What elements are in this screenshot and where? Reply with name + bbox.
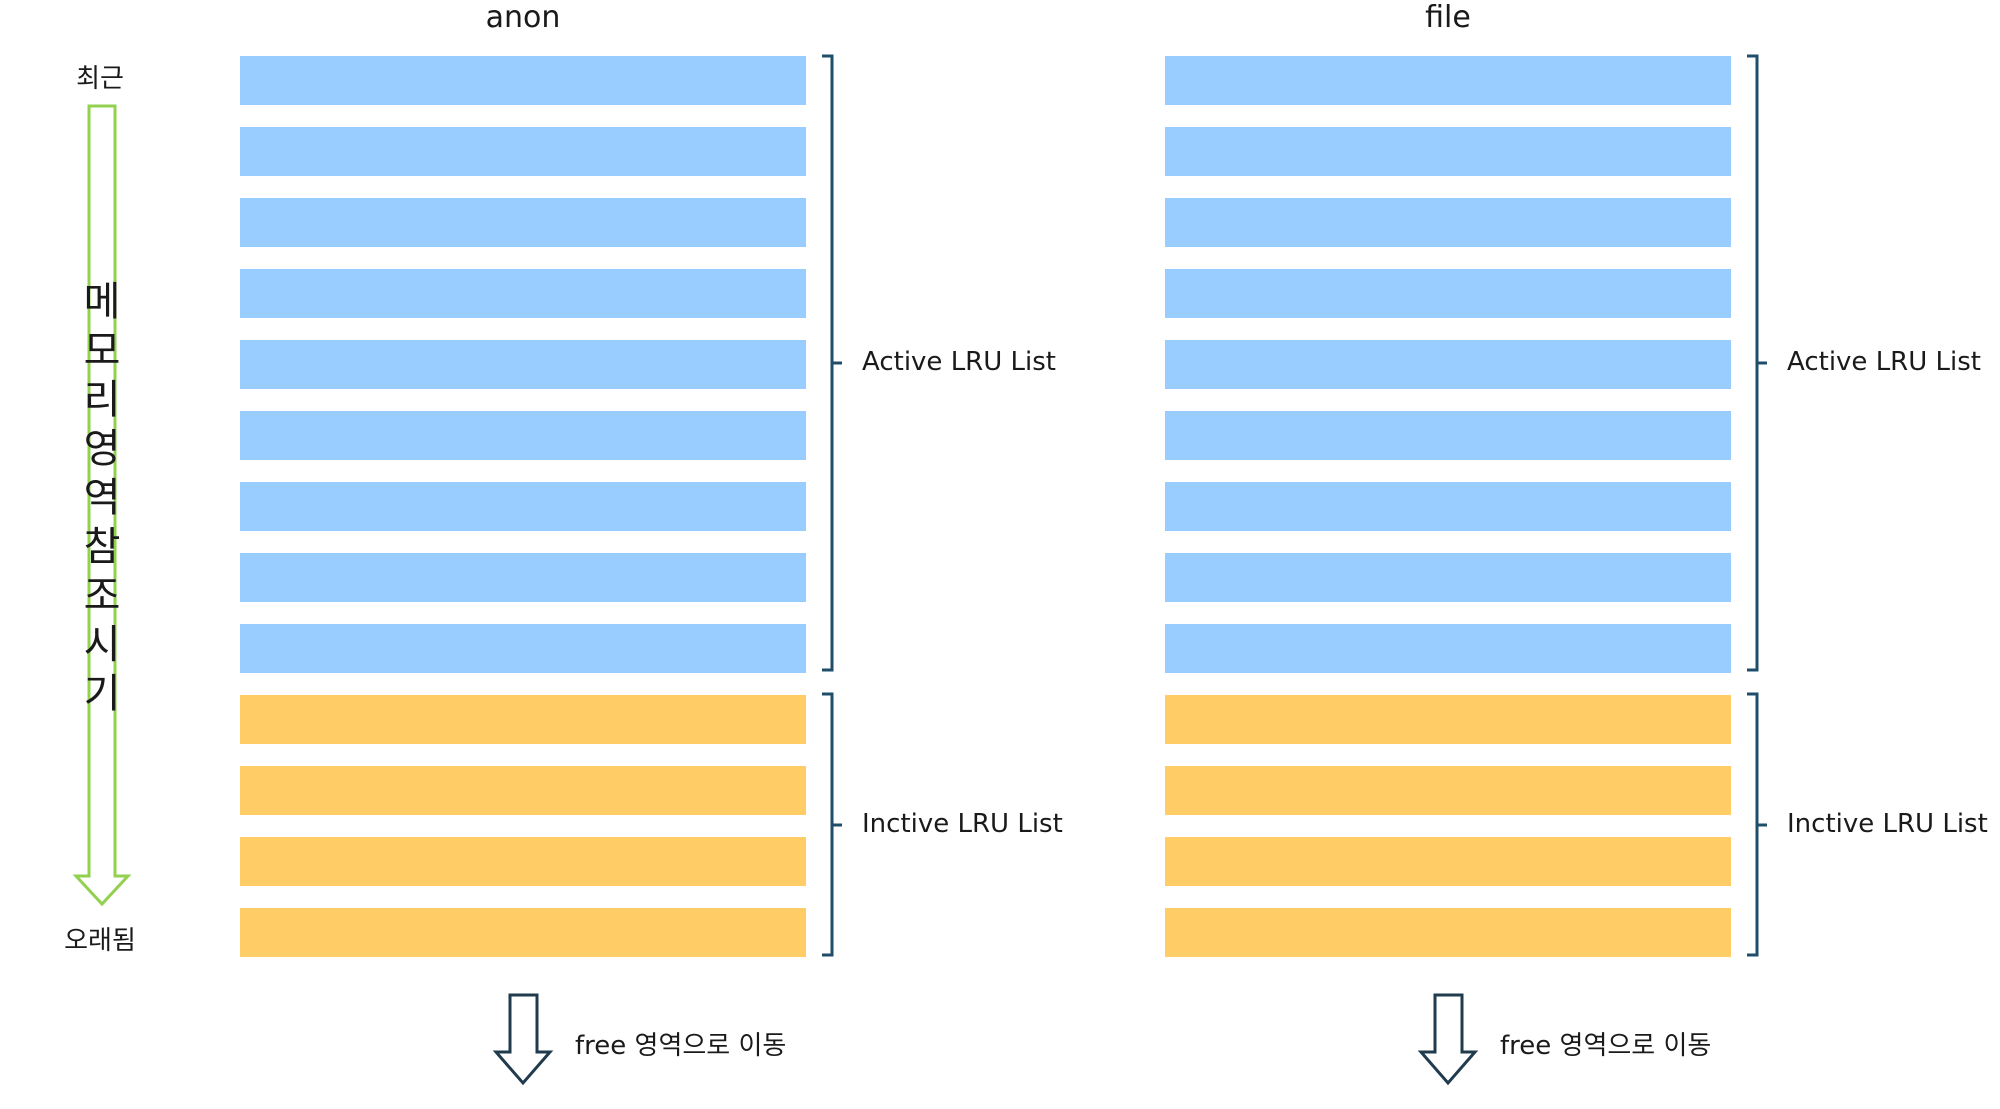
active-list-entry: [240, 553, 806, 602]
axis-top-label: 최근: [76, 64, 124, 94]
active-list-entry: [240, 269, 806, 318]
inactive-list-entry: [240, 908, 806, 957]
inactive-list-entry: [1165, 837, 1731, 886]
anon-active-label: Active LRU List: [862, 347, 1056, 377]
axis-vertical-char: 조: [83, 573, 121, 619]
inactive-list-entry: [240, 837, 806, 886]
anon-active-bracket: [822, 54, 842, 672]
axis-vertical-char: 리: [83, 377, 121, 423]
file-inactive-bracket: [1747, 692, 1767, 957]
active-list-entry: [1165, 482, 1731, 531]
inactive-list-entry: [1165, 908, 1731, 957]
active-list-entry: [1165, 340, 1731, 389]
inactive-list-entry: [240, 766, 806, 815]
active-list-entry: [1165, 269, 1731, 318]
axis-vertical-char: 기: [83, 671, 121, 717]
active-list-entry: [1165, 553, 1731, 602]
inactive-list-entry: [1165, 695, 1731, 744]
axis-vertical-char: 영: [83, 426, 121, 472]
active-list-entry: [1165, 411, 1731, 460]
axis-vertical-char: 역: [83, 475, 121, 521]
anon-free-label: free 영역으로 이동: [575, 1031, 787, 1061]
active-list-entry: [240, 624, 806, 673]
file-column-title: file: [1425, 0, 1471, 35]
active-list-entry: [240, 340, 806, 389]
active-list-entry: [240, 482, 806, 531]
file-free-label: free 영역으로 이동: [1500, 1031, 1712, 1061]
active-list-entry: [1165, 56, 1731, 105]
active-list-entry: [240, 198, 806, 247]
anon-column-title: anon: [485, 0, 561, 35]
axis-bottom-label: 오래됨: [64, 926, 136, 956]
active-list-entry: [1165, 624, 1731, 673]
active-list-entry: [240, 127, 806, 176]
axis-vertical-char: 모: [83, 328, 121, 374]
inactive-list-entry: [1165, 766, 1731, 815]
inactive-list-entry: [240, 695, 806, 744]
file-active-bracket: [1747, 54, 1767, 672]
axis-vertical-char: 시: [83, 622, 121, 668]
file-active-label: Active LRU List: [1787, 347, 1981, 377]
file-free-arrow: [1417, 993, 1479, 1086]
active-list-entry: [1165, 127, 1731, 176]
axis-vertical-char: 메: [83, 279, 121, 325]
time-axis-arrow: [72, 104, 132, 907]
anon-free-arrow: [492, 993, 554, 1086]
axis-vertical-char: 참: [83, 524, 121, 570]
active-list-entry: [1165, 198, 1731, 247]
file-inactive-label: Inctive LRU List: [1787, 809, 1988, 839]
axis-vertical-label: 메 모 리 영 역 참 조 시 기: [72, 278, 132, 719]
anon-inactive-bracket: [822, 692, 842, 957]
anon-inactive-label: Inctive LRU List: [862, 809, 1063, 839]
active-list-entry: [240, 56, 806, 105]
active-list-entry: [240, 411, 806, 460]
